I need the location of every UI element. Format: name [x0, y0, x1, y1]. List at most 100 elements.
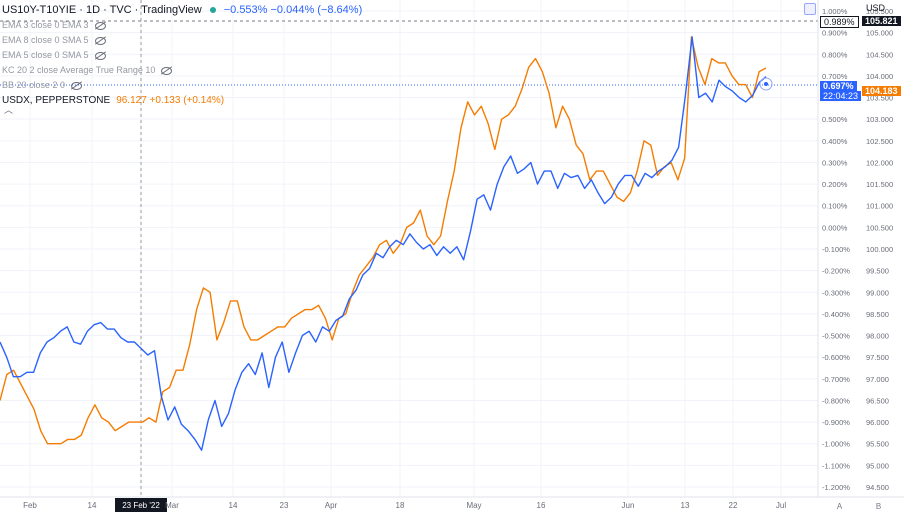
time-axis-tick-label: 14 — [88, 501, 97, 510]
right-axis-tick-label: 98.500 — [866, 310, 889, 319]
left-axis-tick-label: -0.900% — [822, 418, 850, 427]
chart-legend: US10Y-T10YIE · 1D · TVC · TradingView −0… — [2, 2, 362, 108]
right-axis-tick-label: 97.500 — [866, 353, 889, 362]
right-axis-tick-label: 102.000 — [866, 158, 893, 167]
indicator-row-4[interactable]: KC 20 2 close Average True Range 10 — [2, 63, 362, 78]
indicator-row-3[interactable]: EMA 5 close 0 SMA 5 — [2, 48, 362, 63]
right-axis-tick-label: 103.500 — [866, 94, 893, 103]
left-axis-tick-label: 0.500% — [822, 115, 848, 124]
hidden-eye-icon[interactable] — [71, 81, 83, 90]
dashed-right-tag: 105.821 — [862, 16, 901, 26]
crosshair-date-tag: 23 Feb '22 — [122, 501, 160, 510]
left-price-axis[interactable]: 1.000%0.900%0.800%0.700%0.600%0.500%0.40… — [822, 7, 850, 492]
auto-scale-button[interactable]: A — [836, 502, 843, 511]
indicator-row-2[interactable]: EMA 8 close 0 SMA 5 — [2, 33, 362, 48]
right-axis-tick-label: 97.000 — [866, 375, 889, 384]
time-axis-tick-label: Apr — [325, 501, 338, 510]
right-axis-tick-label: 103.000 — [866, 115, 893, 124]
hidden-eye-icon[interactable] — [94, 51, 106, 60]
hidden-eye-icon[interactable] — [161, 66, 173, 75]
main-symbol-title: US10Y-T10YIE · 1D · TVC · TradingView — [2, 3, 202, 16]
settings-square-icon[interactable] — [804, 3, 816, 15]
right-axis-tick-label: 105.000 — [866, 29, 893, 38]
indicator-row-1[interactable]: EMA 3 close 0 EMA 3 — [2, 18, 362, 33]
series-line-usdx[interactable] — [0, 36, 767, 445]
right-axis-tick-label: 101.500 — [866, 180, 893, 189]
left-axis-tick-label: -0.600% — [822, 353, 850, 362]
indicator-label: EMA 5 close 0 SMA 5 — [2, 50, 89, 60]
collapse-legend-chevron-icon[interactable]: ︿ — [4, 105, 14, 115]
log-scale-button[interactable]: B — [875, 502, 882, 511]
time-axis-tick-label: Jun — [622, 501, 635, 510]
right-price-axis[interactable]: 105.500 105.000 104.500 104.000 103.500 103.0… — [866, 7, 893, 492]
series-layer — [0, 36, 767, 451]
left-axis-tick-label: 0.900% — [822, 29, 848, 38]
right-axis-tick-label: 99.000 — [866, 288, 889, 297]
last-point-dot — [764, 82, 768, 86]
right-axis-tick-label: 104.000 — [866, 72, 893, 81]
right-axis-tick-label: 95.000 — [866, 461, 889, 470]
left-axis-tick-label: -0.400% — [822, 310, 850, 319]
left-axis-tick-label: -0.100% — [822, 245, 850, 254]
series-line-us10y-t10yie[interactable] — [0, 36, 767, 451]
last-point-marker[interactable] — [759, 77, 773, 91]
orange-last-value-tag: 104.183 — [862, 86, 901, 96]
right-axis-tick-label: 94.500 — [866, 483, 889, 492]
left-axis-tick-label: 0.800% — [822, 50, 848, 59]
left-axis-tick-label: 1.000% — [822, 7, 848, 16]
left-axis-tick-label: -0.300% — [822, 288, 850, 297]
time-axis-tick-label: May — [466, 501, 481, 510]
time-axis-tick-label: Feb — [23, 501, 37, 510]
main-symbol-change: −0.553% −0.044% (−8.64%) — [223, 3, 363, 16]
left-axis-tick-label: 0.300% — [822, 158, 848, 167]
left-axis-tick-label: 0.400% — [822, 137, 848, 146]
right-axis-tick-label: 100.500 — [866, 223, 893, 232]
right-axis-tick-label: 95.500 — [866, 440, 889, 449]
left-axis-tick-label: -1.200% — [822, 483, 850, 492]
market-status-dot-icon — [209, 7, 216, 13]
left-axis-tick-label: 0.000% — [822, 223, 848, 232]
left-axis-tick-label: -1.100% — [822, 461, 850, 470]
time-axis[interactable]: Feb 14 23 Feb '22 Mar 14 23 Apr 18 May 16 Jun 13 22 J… — [23, 498, 786, 512]
left-axis-tick-label: 0.100% — [822, 202, 848, 211]
indicator-label: EMA 3 close 0 EMA 3 — [2, 20, 89, 30]
left-axis-tick-label: 0.200% — [822, 180, 848, 189]
blue-countdown-tag: 22:04:23 — [820, 91, 862, 101]
right-axis-tick-label: 100.000 — [866, 245, 893, 254]
crosshair-date-tag-bg — [115, 498, 167, 512]
right-axis-tick-label: 101.000 — [866, 202, 893, 211]
indicator-label: EMA 8 close 0 SMA 5 — [2, 35, 89, 45]
left-axis-tick-label: -0.500% — [822, 332, 850, 341]
left-axis-tick-label: -0.800% — [822, 396, 850, 405]
right-axis-tick-label: 96.500 — [866, 396, 889, 405]
time-axis-tick-label: 23 — [280, 501, 289, 510]
compare-symbol-row[interactable]: USDX, PEPPERSTONE 96.127 +0.133 (+0.14%) — [2, 93, 362, 108]
time-axis-tick-label: 14 — [229, 501, 238, 510]
right-axis-tick-label: 98.000 — [866, 332, 889, 341]
blue-last-value-tag: 0.697% — [820, 81, 857, 91]
left-axis-tick-label: -1.000% — [822, 440, 850, 449]
right-axis-tick-label: 102.500 — [866, 137, 893, 146]
dashed-left-tag: 0.989% — [820, 16, 859, 28]
time-axis-tick-label: 22 — [729, 501, 738, 510]
time-axis-tick-label: 18 — [396, 501, 405, 510]
indicator-row-5[interactable]: BB 20 close 2 0 — [2, 78, 362, 93]
main-symbol-row[interactable]: US10Y-T10YIE · 1D · TVC · TradingView −0… — [2, 2, 362, 18]
right-axis-tick-label: 96.000 — [866, 418, 889, 427]
time-axis-tick-label: Mar — [165, 501, 179, 510]
time-axis-tick-label: Jul — [776, 501, 786, 510]
time-axis-tick-label: 13 — [681, 501, 690, 510]
right-axis-tick-label: 105.500 — [866, 7, 893, 16]
right-axis-tick-label: 99.500 — [866, 267, 889, 276]
grid-lines — [0, 0, 818, 497]
left-axis-tick-label: -0.200% — [822, 267, 850, 276]
hidden-eye-icon[interactable] — [94, 36, 106, 45]
left-axis-tick-label: 0.700% — [822, 72, 848, 81]
right-axis-tick-label: 104.500 — [866, 50, 893, 59]
compare-symbol-title: USDX, PEPPERSTONE — [2, 95, 111, 106]
time-axis-tick-label: 16 — [537, 501, 546, 510]
currency-label[interactable]: USD — [866, 3, 886, 13]
indicator-label: KC 20 2 close Average True Range 10 — [2, 65, 156, 75]
hidden-eye-icon[interactable] — [94, 21, 106, 30]
